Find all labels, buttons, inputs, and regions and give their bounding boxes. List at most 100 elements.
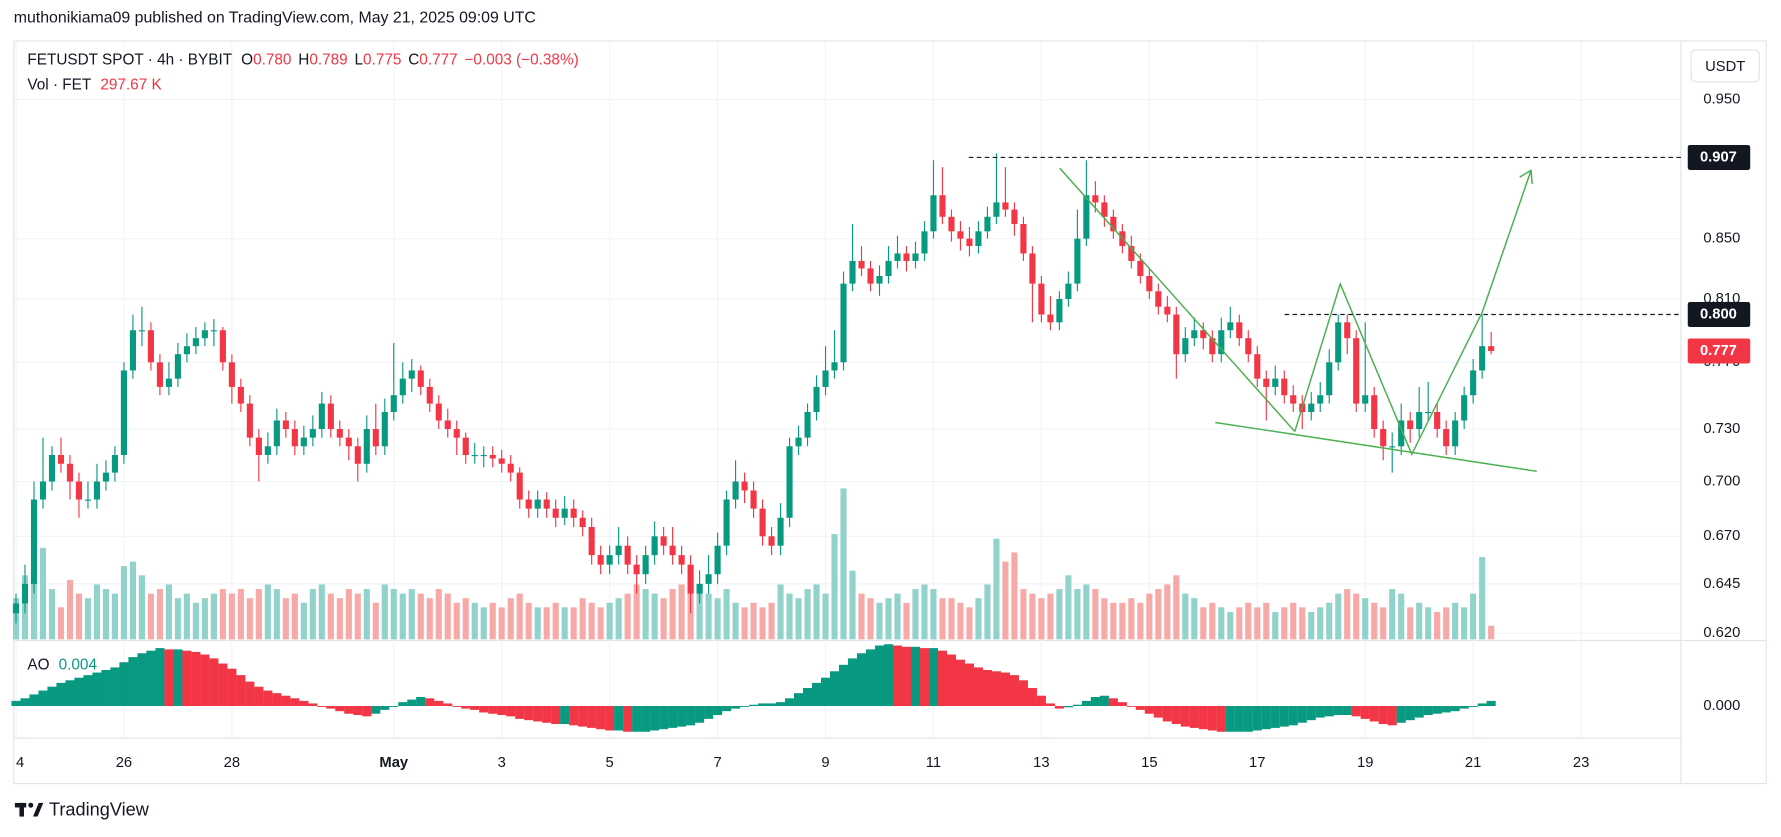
volume-bar — [894, 593, 901, 640]
candle-body — [57, 455, 65, 464]
ao-bar — [443, 703, 453, 707]
arrow-head — [1519, 169, 1533, 185]
ao-bar — [533, 706, 543, 722]
ao-bar — [461, 706, 471, 709]
ao-bar — [1000, 672, 1010, 707]
currency[interactable]: USDT — [1705, 59, 1745, 75]
candle-body — [1272, 378, 1279, 387]
volume-bar — [975, 598, 982, 640]
ao-bar — [254, 686, 264, 707]
ao-bar — [749, 704, 759, 707]
frame — [13, 40, 1767, 785]
volume-bar — [381, 584, 388, 640]
volume-bar — [390, 589, 397, 640]
volume-bar — [1182, 593, 1189, 640]
volume-bar — [930, 589, 937, 640]
candle-body — [804, 412, 811, 438]
ao-bar — [1306, 706, 1316, 721]
l-label: L — [355, 52, 364, 69]
ao-bar — [299, 700, 309, 707]
candle-body — [1290, 395, 1297, 404]
volume-bar — [1047, 593, 1054, 640]
ao-bar — [1108, 698, 1118, 707]
ao-bar — [740, 706, 750, 707]
symbol: FETUSDT SPOT · 4h · BYBIT — [27, 52, 232, 69]
ao-bar — [578, 706, 588, 727]
volume-bar — [57, 607, 65, 640]
y-tick-label: 0.645 — [1703, 576, 1740, 592]
volume-bar — [795, 598, 802, 640]
candle-body — [579, 517, 586, 528]
volume-bar — [1164, 584, 1171, 640]
volume-bar — [534, 607, 541, 640]
volume-bar — [759, 607, 766, 640]
currency-button[interactable] — [1690, 49, 1760, 83]
volume-bar — [885, 598, 892, 640]
candle-body — [129, 330, 136, 371]
ao-value: 0.004 — [59, 657, 98, 674]
volume-bar — [1389, 589, 1396, 640]
volume-bar — [822, 593, 829, 640]
volume-bar — [1119, 602, 1126, 640]
volume-bar — [30, 570, 38, 640]
ao-bar — [856, 653, 867, 707]
candle-body — [561, 508, 568, 518]
candle-body — [228, 362, 235, 387]
ao-bar — [1342, 706, 1352, 716]
last-price-tag — [1687, 338, 1751, 364]
ao-bar — [263, 690, 273, 707]
ao-bar — [1207, 706, 1217, 731]
ao-bar — [308, 703, 318, 707]
ao-bar — [1135, 706, 1145, 710]
candle-body — [1434, 412, 1441, 430]
ao-bar — [389, 706, 399, 707]
volume-bar — [1110, 602, 1117, 640]
ao-bar — [677, 706, 687, 727]
ao-bar — [865, 649, 876, 707]
volume-bar — [1461, 607, 1468, 640]
volume-bar — [1290, 602, 1297, 640]
ao-bar — [29, 694, 39, 707]
candle-body — [930, 195, 937, 232]
volume-bar — [1065, 575, 1072, 640]
volume-bar — [417, 593, 424, 640]
ao-bar — [713, 706, 723, 716]
ao-bar — [767, 703, 777, 707]
ao-bar — [596, 706, 606, 730]
ao-bar — [407, 699, 417, 707]
x-tick-label: 17 — [1249, 755, 1265, 771]
candle-body — [273, 420, 280, 447]
ao-bar — [1378, 706, 1388, 725]
candle-body — [1065, 283, 1072, 299]
candle-body — [606, 555, 613, 565]
volume-bar — [912, 589, 919, 640]
ao-bar — [74, 677, 84, 707]
volume-bar — [831, 534, 838, 640]
ao-bar — [910, 646, 921, 707]
ao-bar — [1423, 706, 1433, 716]
ao-bar — [128, 657, 138, 707]
candle-body — [264, 446, 271, 456]
candle-body — [1191, 330, 1198, 339]
candle-body — [372, 429, 379, 447]
ao-bar — [802, 687, 813, 707]
volume-bar — [948, 598, 955, 640]
candle-body — [1344, 322, 1351, 339]
level-label: 0.800 — [1700, 306, 1737, 322]
candle-body — [714, 545, 721, 575]
ao-label: AO — [27, 657, 49, 674]
volume-bar — [147, 593, 154, 640]
volume-bar — [264, 584, 271, 640]
volume-bar — [399, 593, 406, 640]
candle-body — [705, 574, 712, 584]
candle-body — [1146, 276, 1153, 292]
ao-bar — [641, 706, 651, 732]
candle-body — [1254, 354, 1261, 379]
volume-bar — [606, 602, 613, 640]
x-tick-label: 7 — [713, 755, 721, 771]
ao-bar — [200, 654, 210, 707]
candle-body — [831, 362, 838, 371]
ao-bar — [1054, 706, 1064, 709]
volume-bar — [192, 602, 199, 640]
x-tick-label: 15 — [1141, 755, 1157, 771]
